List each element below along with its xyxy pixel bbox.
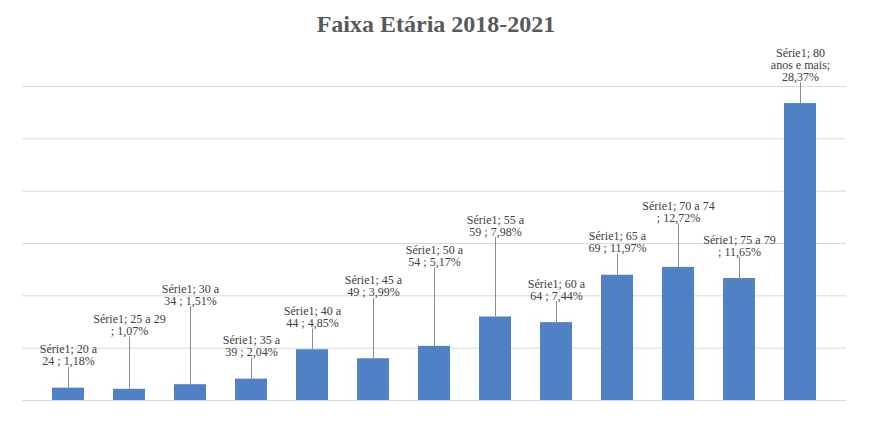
svg-text:Série1; 20 a24 ; 1,18%: Série1; 20 a24 ; 1,18% (40, 342, 98, 368)
svg-text:Série1; 25 a 29; 1,07%: Série1; 25 a 29; 1,07% (93, 312, 165, 338)
svg-text:Série1; 70 a 74; 12,72%: Série1; 70 a 74; 12,72% (642, 199, 714, 225)
svg-text:Série1; 35 a39 ; 2,04%: Série1; 35 a39 ; 2,04% (223, 333, 281, 359)
svg-text:Série1; 45 a49 ; 3,99%: Série1; 45 a49 ; 3,99% (345, 273, 403, 299)
svg-text:Série1; 30 a34 ; 1,51%: Série1; 30 a34 ; 1,51% (162, 282, 220, 308)
svg-text:Série1; 65 a69 ; 11,97%: Série1; 65 a69 ; 11,97% (589, 229, 647, 255)
svg-text:Série1; 55 a59 ; 7,98%: Série1; 55 a59 ; 7,98% (467, 213, 525, 239)
svg-text:Série1; 40 a44 ; 4,85%: Série1; 40 a44 ; 4,85% (284, 304, 342, 330)
svg-text:Série1; 75 a 79; 11,65%: Série1; 75 a 79; 11,65% (703, 233, 775, 259)
svg-text:Série1; 80anos e mais;28,37%: Série1; 80anos e mais;28,37% (771, 46, 830, 84)
html-text:Faixa Etária 2018-2021: Faixa Etária 2018-2021 (316, 11, 556, 37)
svg-text:Série1; 60 a64 ; 7,44%: Série1; 60 a64 ; 7,44% (528, 277, 586, 303)
svg-text:Série1; 50 a54 ; 5,17%: Série1; 50 a54 ; 5,17% (406, 243, 464, 269)
